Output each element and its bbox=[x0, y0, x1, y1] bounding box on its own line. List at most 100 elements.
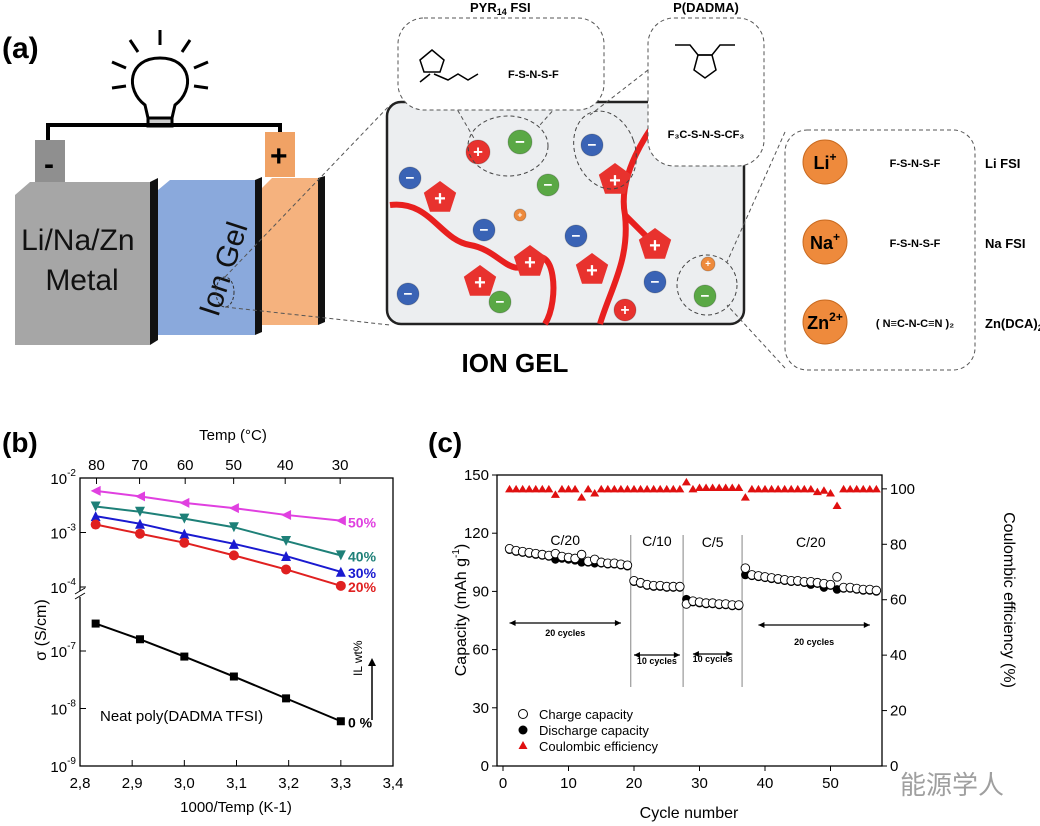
y2-tick-label: 100 bbox=[890, 481, 915, 498]
x-tick-label: 20 bbox=[626, 775, 643, 792]
data-point bbox=[228, 503, 239, 514]
rate-label: C/10 bbox=[642, 533, 672, 549]
data-point bbox=[281, 564, 292, 575]
polymer-cation: + bbox=[638, 228, 672, 259]
ion-sign: − bbox=[701, 288, 710, 305]
salt-name-text: Na FSI bbox=[985, 236, 1025, 251]
ce-point bbox=[812, 487, 822, 496]
ion-sign: + bbox=[473, 142, 483, 161]
charge-point bbox=[675, 581, 685, 592]
metal-ion-label: Li+ bbox=[813, 150, 836, 173]
ce-point bbox=[675, 484, 685, 493]
series-line bbox=[95, 489, 341, 522]
anion: − bbox=[693, 284, 717, 308]
pentagon bbox=[575, 253, 609, 284]
salt-name: Li FSI bbox=[985, 156, 1020, 171]
ce-point bbox=[839, 484, 849, 493]
ce-point bbox=[681, 477, 691, 486]
legend-label: Charge capacity bbox=[539, 707, 633, 722]
series-line bbox=[95, 515, 342, 573]
charge-point bbox=[576, 549, 587, 560]
watermark: 能源学人 bbox=[900, 770, 1004, 800]
y-axis-title: σ (S/cm) bbox=[33, 599, 50, 660]
cycle-count-label: 10 cycles bbox=[693, 654, 733, 664]
metal-ion-label: Na+ bbox=[810, 230, 840, 253]
annotation-neat: Neat poly(DADMA TFSI) bbox=[100, 708, 263, 725]
discharge-point bbox=[741, 570, 750, 580]
salt-name-text: Li FSI bbox=[985, 156, 1020, 171]
series-0: 0 % bbox=[91, 619, 373, 730]
panel-b: (b) 1000/Temp (K-1) 10-210-310-410-710-8… bbox=[2, 427, 403, 816]
ion-circle bbox=[488, 290, 512, 314]
ion-sign: + bbox=[434, 188, 446, 210]
salt-row: Na+ F-S-N-S-F Na FSI bbox=[802, 219, 1025, 265]
charge-point bbox=[832, 572, 842, 582]
pdadma-structure bbox=[675, 44, 735, 79]
ions: +++++++−− −− −−+− − +−+− bbox=[396, 129, 717, 322]
x-tick-label: 3,4 bbox=[383, 775, 404, 792]
anion: − bbox=[396, 282, 420, 306]
il-arrow-head bbox=[368, 658, 376, 666]
polymer-cation: + bbox=[423, 181, 457, 212]
y-tick-label: 10-9 bbox=[50, 756, 76, 776]
data-point bbox=[336, 717, 345, 726]
ce-point bbox=[845, 484, 855, 493]
series-label: 30% bbox=[348, 565, 377, 581]
ion-circle bbox=[643, 270, 667, 294]
x-axis-title: Cycle number bbox=[640, 805, 739, 822]
ion-sign: + bbox=[474, 272, 486, 294]
top-tick-label: 40 bbox=[277, 457, 294, 474]
minus-sign: - bbox=[44, 148, 54, 181]
ce-point bbox=[642, 484, 652, 493]
ion-circle bbox=[396, 282, 420, 306]
cycle-arrow-head bbox=[863, 622, 870, 628]
x-tick-label: 50 bbox=[822, 775, 839, 792]
salt-row: Li+ F-S-N-S-F Li FSI bbox=[802, 139, 1020, 185]
cycle-count-label: 20 cycles bbox=[545, 628, 585, 638]
ce-point bbox=[688, 484, 698, 493]
ion-sign: + bbox=[705, 259, 711, 270]
data-point bbox=[229, 672, 238, 681]
data-point bbox=[90, 501, 101, 512]
ion-circle bbox=[536, 173, 560, 197]
ion-sign: − bbox=[572, 228, 581, 245]
y-tick-exp: -4 bbox=[67, 577, 76, 588]
cycle-arrow-head bbox=[509, 620, 516, 626]
ion-symbol: Na bbox=[810, 233, 834, 253]
anion: − bbox=[398, 166, 422, 190]
ce-point bbox=[531, 484, 541, 493]
ion-sign: − bbox=[406, 170, 415, 187]
y-tick-label: 30 bbox=[472, 700, 489, 717]
y-tick-label: 10-4 bbox=[50, 577, 76, 597]
cation: + bbox=[513, 208, 527, 222]
ce-point bbox=[773, 484, 783, 493]
ion-charge: + bbox=[829, 150, 836, 164]
ion-sign: − bbox=[515, 132, 525, 151]
ce-point bbox=[826, 489, 835, 497]
metal-ion-label: Zn2+ bbox=[807, 310, 843, 333]
polymer-cation: + bbox=[575, 253, 609, 284]
pyr14-structure bbox=[419, 49, 479, 83]
ce-point bbox=[609, 484, 619, 493]
ion-circle bbox=[465, 139, 491, 165]
ce-point bbox=[799, 484, 809, 493]
pentagon bbox=[638, 228, 672, 259]
ion-circle bbox=[700, 256, 716, 272]
annotation-il-wt: IL wt% bbox=[351, 640, 365, 676]
salt-list: Li+ F-S-N-S-F Li FSI Na+ F-S-N-S-F Na FSI Zn2+… bbox=[802, 139, 1040, 345]
ion-circle bbox=[472, 218, 496, 242]
legend-label: Coulombic efficiency bbox=[539, 739, 658, 754]
cycle-arrow-head bbox=[634, 652, 640, 658]
series-line bbox=[95, 523, 342, 587]
y2-tick-label: 60 bbox=[890, 592, 907, 609]
light-bulb-icon bbox=[111, 30, 209, 128]
series-label: 50% bbox=[348, 515, 377, 531]
data-point bbox=[228, 550, 239, 561]
y-tick-label: 90 bbox=[472, 583, 489, 600]
conductivity-chart: 10-210-310-410-710-810-92,8 2,9 3,0 3,1 3,2 3… bbox=[33, 427, 403, 792]
metal-ion-icon bbox=[802, 219, 848, 265]
ce-point bbox=[570, 484, 580, 493]
anion: − bbox=[564, 224, 588, 248]
ce-point bbox=[511, 484, 521, 493]
data-point bbox=[282, 694, 291, 703]
